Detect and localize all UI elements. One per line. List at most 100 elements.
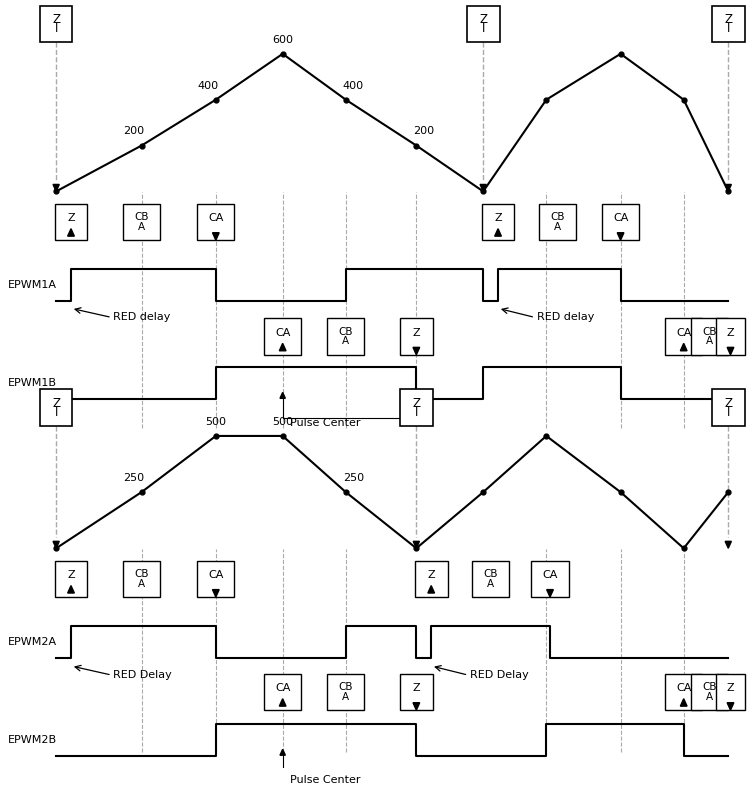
Text: A: A bbox=[706, 336, 713, 347]
Bar bbox=[716, 318, 744, 355]
Polygon shape bbox=[725, 184, 731, 191]
Polygon shape bbox=[727, 703, 734, 710]
Polygon shape bbox=[413, 703, 420, 710]
Text: CA: CA bbox=[613, 214, 629, 223]
Text: RED delay: RED delay bbox=[113, 313, 170, 322]
Text: CA: CA bbox=[676, 328, 692, 338]
Text: A: A bbox=[342, 692, 349, 702]
Text: 200: 200 bbox=[413, 126, 434, 136]
Text: EPWM2B: EPWM2B bbox=[8, 735, 57, 745]
Text: CA: CA bbox=[208, 214, 224, 223]
Text: I: I bbox=[55, 406, 58, 418]
Text: Z: Z bbox=[412, 397, 421, 410]
Text: CA: CA bbox=[208, 571, 224, 580]
Bar bbox=[55, 203, 87, 240]
Text: CB: CB bbox=[702, 327, 717, 336]
Text: Z: Z bbox=[67, 214, 75, 223]
Bar bbox=[40, 6, 73, 43]
Text: Z: Z bbox=[724, 13, 732, 26]
Text: A: A bbox=[138, 221, 145, 232]
Bar bbox=[400, 674, 433, 710]
Text: RED Delay: RED Delay bbox=[113, 670, 172, 680]
Polygon shape bbox=[547, 589, 553, 597]
Text: I: I bbox=[726, 406, 730, 418]
Polygon shape bbox=[68, 585, 74, 593]
Polygon shape bbox=[680, 699, 687, 706]
Polygon shape bbox=[280, 749, 285, 755]
Text: A: A bbox=[487, 578, 494, 589]
Bar bbox=[415, 560, 448, 597]
Text: 250: 250 bbox=[124, 473, 145, 483]
Polygon shape bbox=[279, 344, 286, 351]
Bar bbox=[691, 674, 728, 710]
Bar bbox=[716, 674, 744, 710]
Text: Z: Z bbox=[727, 328, 734, 338]
Text: CB: CB bbox=[550, 212, 565, 222]
Bar bbox=[327, 318, 364, 355]
Bar bbox=[264, 318, 301, 355]
Text: Z: Z bbox=[67, 571, 75, 580]
Text: CB: CB bbox=[339, 682, 353, 692]
Bar bbox=[665, 674, 702, 710]
Text: A: A bbox=[706, 692, 713, 702]
Bar bbox=[665, 318, 702, 355]
Polygon shape bbox=[480, 184, 487, 191]
Polygon shape bbox=[617, 232, 624, 240]
Text: 400: 400 bbox=[342, 80, 363, 91]
Bar bbox=[198, 203, 234, 240]
Text: Z: Z bbox=[427, 571, 435, 580]
Bar bbox=[55, 560, 87, 597]
Text: RED delay: RED delay bbox=[537, 313, 594, 322]
Text: Z: Z bbox=[494, 214, 502, 223]
Text: CA: CA bbox=[275, 328, 291, 338]
Text: EPWM1B: EPWM1B bbox=[8, 378, 57, 388]
Text: CB: CB bbox=[134, 569, 149, 579]
Text: A: A bbox=[342, 336, 349, 347]
Bar bbox=[264, 674, 301, 710]
Bar bbox=[532, 560, 569, 597]
Text: CA: CA bbox=[542, 571, 558, 580]
Polygon shape bbox=[495, 229, 502, 236]
Text: CB: CB bbox=[702, 682, 717, 692]
Text: CB: CB bbox=[339, 327, 353, 336]
Text: I: I bbox=[415, 406, 418, 418]
Bar bbox=[539, 203, 576, 240]
Text: CA: CA bbox=[676, 683, 692, 693]
Polygon shape bbox=[680, 344, 687, 351]
Text: I: I bbox=[726, 22, 730, 35]
Bar bbox=[400, 389, 433, 426]
Text: 200: 200 bbox=[124, 126, 145, 136]
Text: Pulse Center: Pulse Center bbox=[290, 775, 360, 786]
Text: 400: 400 bbox=[198, 80, 219, 91]
Bar bbox=[481, 203, 514, 240]
Text: EPWM2A: EPWM2A bbox=[8, 637, 57, 647]
Bar bbox=[40, 389, 73, 426]
Bar bbox=[327, 674, 364, 710]
Text: RED Delay: RED Delay bbox=[470, 670, 529, 680]
Text: CB: CB bbox=[134, 212, 149, 222]
Text: 600: 600 bbox=[272, 35, 293, 45]
Polygon shape bbox=[727, 348, 734, 355]
Polygon shape bbox=[213, 232, 219, 240]
Text: A: A bbox=[554, 221, 561, 232]
Bar bbox=[467, 6, 499, 43]
Text: EPWM1A: EPWM1A bbox=[8, 280, 57, 290]
Polygon shape bbox=[280, 392, 285, 399]
Text: 500: 500 bbox=[205, 417, 226, 427]
Polygon shape bbox=[413, 348, 420, 355]
Bar bbox=[712, 389, 744, 426]
Bar bbox=[198, 560, 234, 597]
Polygon shape bbox=[279, 699, 286, 706]
Text: CB: CB bbox=[484, 569, 498, 579]
Polygon shape bbox=[413, 541, 420, 548]
Text: CA: CA bbox=[275, 683, 291, 693]
Bar bbox=[472, 560, 509, 597]
Text: Pulse Center: Pulse Center bbox=[290, 418, 360, 429]
Text: A: A bbox=[138, 578, 145, 589]
Bar bbox=[691, 318, 728, 355]
Bar bbox=[602, 203, 639, 240]
Polygon shape bbox=[428, 585, 435, 593]
Polygon shape bbox=[68, 229, 74, 236]
Text: Z: Z bbox=[52, 397, 60, 410]
Text: Z: Z bbox=[412, 328, 420, 338]
